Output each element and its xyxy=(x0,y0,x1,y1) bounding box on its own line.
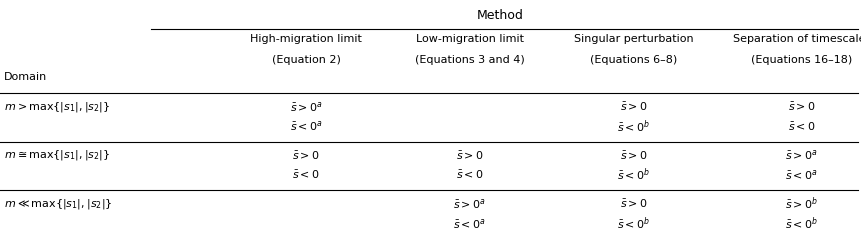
Text: $\bar{s}<0$: $\bar{s}<0$ xyxy=(455,168,483,180)
Text: (Equations 3 and 4): (Equations 3 and 4) xyxy=(414,55,524,65)
Text: $\bar{s}>0$: $\bar{s}>0$ xyxy=(619,197,647,209)
Text: $\bar{s}>0^a$: $\bar{s}>0^a$ xyxy=(289,99,322,113)
Text: $\bar{s}<0$: $\bar{s}<0$ xyxy=(787,120,815,132)
Text: $\bar{s}>0^a$: $\bar{s}>0^a$ xyxy=(453,196,486,210)
Text: $\bar{s}<0$: $\bar{s}<0$ xyxy=(292,168,319,180)
Text: $\bar{s}>0^a$: $\bar{s}>0^a$ xyxy=(784,148,817,162)
Text: $\bar{s}<0^a$: $\bar{s}<0^a$ xyxy=(784,167,817,181)
Text: (Equation 2): (Equation 2) xyxy=(271,55,340,65)
Text: (Equations 6–8): (Equations 6–8) xyxy=(589,55,677,65)
Text: $\bar{s}<0^b$: $\bar{s}<0^b$ xyxy=(784,215,817,231)
Text: Domain: Domain xyxy=(4,71,47,81)
Text: $m \ll \max\{|s_1|,|s_2|\}$: $m \ll \max\{|s_1|,|s_2|\}$ xyxy=(4,196,113,210)
Text: $\bar{s}<0^a$: $\bar{s}<0^a$ xyxy=(453,216,486,230)
Text: $m > \max\{|s_1|,|s_2|\}$: $m > \max\{|s_1|,|s_2|\}$ xyxy=(4,99,110,113)
Text: Separation of timescales: Separation of timescales xyxy=(732,34,861,44)
Text: $\bar{s}>0$: $\bar{s}>0$ xyxy=(455,149,483,161)
Text: Method: Method xyxy=(476,9,523,21)
Text: $\bar{s}>0$: $\bar{s}>0$ xyxy=(787,100,815,112)
Text: $\bar{s}>0^b$: $\bar{s}>0^b$ xyxy=(784,195,817,212)
Text: $\bar{s}>0$: $\bar{s}>0$ xyxy=(292,149,319,161)
Text: Singular perturbation: Singular perturbation xyxy=(573,34,692,44)
Text: $\bar{s}>0$: $\bar{s}>0$ xyxy=(619,100,647,112)
Text: $\bar{s}>0$: $\bar{s}>0$ xyxy=(619,149,647,161)
Text: $\bar{s}<0^a$: $\bar{s}<0^a$ xyxy=(289,119,322,133)
Text: $\bar{s}<0^b$: $\bar{s}<0^b$ xyxy=(616,118,649,134)
Text: Low-migration limit: Low-migration limit xyxy=(415,34,523,44)
Text: (Equations 16–18): (Equations 16–18) xyxy=(750,55,852,65)
Text: $m \cong \max\{|s_1|,|s_2|\}$: $m \cong \max\{|s_1|,|s_2|\}$ xyxy=(4,148,110,162)
Text: $\bar{s}<0^b$: $\bar{s}<0^b$ xyxy=(616,166,649,183)
Text: $\bar{s}<0^b$: $\bar{s}<0^b$ xyxy=(616,215,649,231)
Text: High-migration limit: High-migration limit xyxy=(250,34,362,44)
